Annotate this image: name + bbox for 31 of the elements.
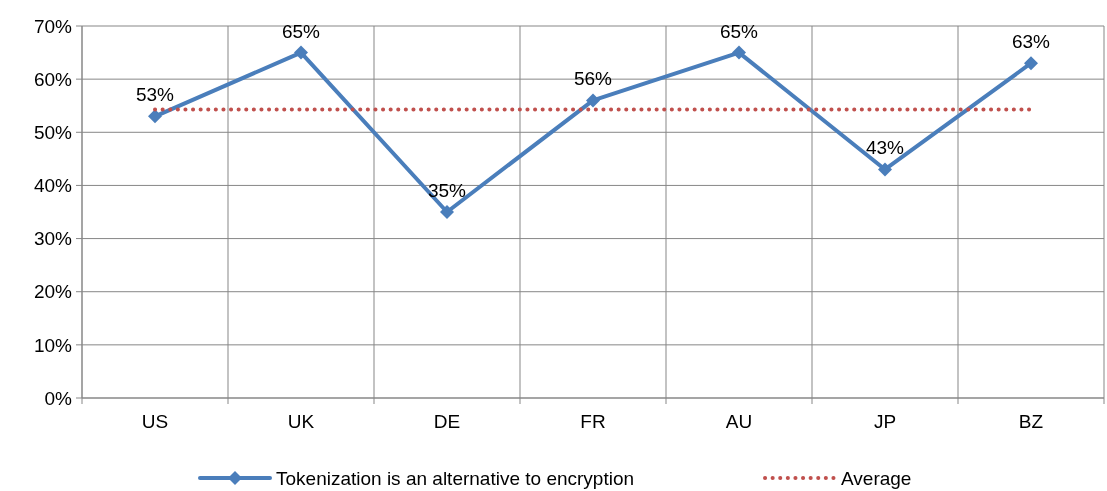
y-tick-label: 0% — [44, 387, 73, 409]
point — [732, 45, 746, 60]
y-tick-label: 60% — [33, 68, 73, 90]
x-tick-label: US — [141, 411, 169, 432]
point — [586, 93, 600, 108]
data-label: 43% — [865, 137, 905, 159]
y-tick-label: 10% — [33, 334, 73, 356]
legend-label: Average — [841, 467, 912, 489]
data-label: 53% — [135, 84, 175, 106]
x-tick-label: BZ — [1018, 411, 1044, 432]
legend-label: Tokenization is an alternative to encryption — [276, 467, 635, 489]
y-tick-label: 40% — [33, 175, 73, 197]
point — [440, 205, 454, 219]
data-label: 65% — [719, 20, 759, 42]
y-tick-label: 50% — [33, 121, 73, 143]
x-tick-label: DE — [433, 411, 461, 432]
y-tick-label: 70% — [33, 15, 73, 37]
point — [878, 162, 892, 177]
y-tick-label: 30% — [33, 228, 73, 250]
point — [1024, 56, 1038, 71]
point — [294, 45, 308, 60]
x-tick-label: UK — [287, 411, 315, 432]
x-tick-label: JP — [873, 411, 897, 432]
data-label: 35% — [427, 180, 467, 201]
data-label: 56% — [573, 68, 613, 90]
point — [148, 109, 162, 124]
y-tick-label: 20% — [33, 281, 73, 303]
data-label: 63% — [1011, 31, 1051, 53]
data-label: 65% — [281, 20, 321, 42]
x-tick-label: FR — [580, 411, 606, 432]
x-tick-label: AU — [725, 411, 753, 432]
